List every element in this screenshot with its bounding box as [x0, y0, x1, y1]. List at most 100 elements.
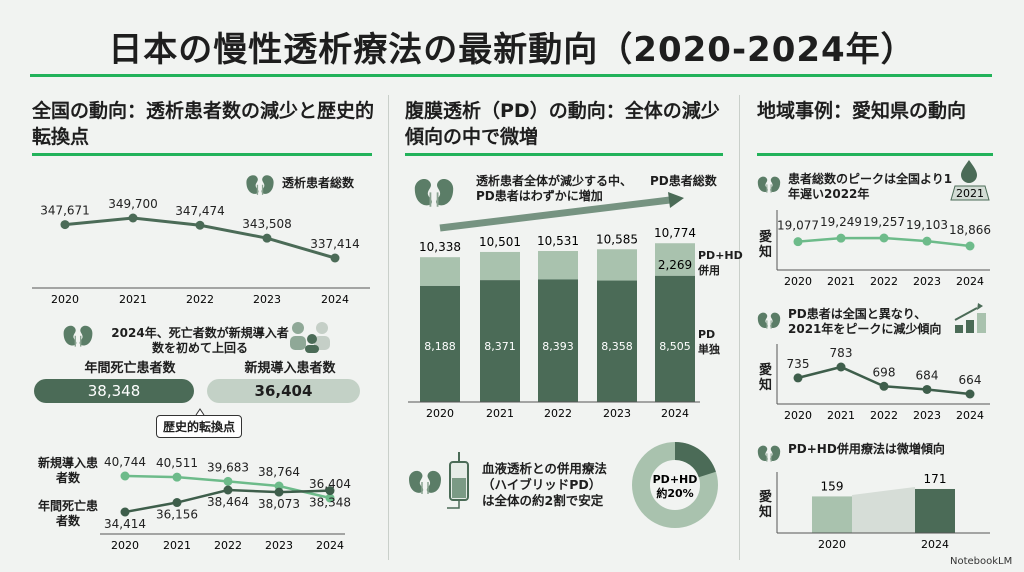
kidney-icon: [757, 176, 781, 194]
data-label: 38,073: [258, 497, 300, 511]
bar-segment-hybrid: [420, 257, 460, 286]
x-tick-label: 2022: [214, 539, 242, 552]
bar-total-label: 10,531: [537, 234, 579, 248]
data-point: [172, 498, 182, 508]
data-label: 19,249: [820, 215, 862, 229]
bar-segment-pd-only: [538, 279, 578, 402]
bar-total-label: 10,501: [479, 235, 521, 249]
bar-pd-only-label: 8,188: [424, 340, 456, 353]
data-label: 337,414: [310, 237, 360, 251]
data-label: 347,474: [175, 204, 225, 218]
data-label: 664: [959, 373, 982, 387]
x-tick-label: 2021: [827, 409, 855, 422]
bar-segment-pd-only: [597, 280, 637, 402]
title-rule: [30, 74, 992, 77]
drop-badge-icon: [950, 160, 990, 201]
x-tick-label: 2023: [265, 539, 293, 552]
column-divider: [388, 95, 389, 560]
x-tick-label: 2020: [784, 275, 812, 288]
bar-segment-hybrid: [480, 251, 520, 281]
data-label: 783: [830, 346, 853, 360]
x-tick-label: 2024: [321, 293, 349, 306]
brand-logo: NotebookLM: [950, 556, 1013, 567]
x-tick-label: 2022: [870, 409, 898, 422]
x-tick-label: 2021: [827, 275, 855, 288]
donut-slice-hybrid: [674, 442, 716, 478]
legend-pd-only: PD単独: [698, 328, 720, 356]
bar: [812, 496, 852, 533]
bar-connector: [852, 487, 915, 533]
data-point: [274, 487, 284, 497]
data-label: 36,156: [156, 508, 198, 522]
data-point: [223, 476, 233, 486]
series-death-label: 年間死亡患者数: [38, 499, 99, 528]
x-tick-label: 2023: [253, 293, 281, 306]
data-point: [120, 507, 130, 517]
right-rule: [757, 153, 993, 156]
kidney-icon: [62, 325, 94, 348]
data-label: 38,348: [309, 496, 351, 510]
data-label: 698: [873, 365, 896, 379]
data-label: 40,744: [104, 455, 146, 469]
bar-segment-hybrid: [597, 249, 637, 281]
x-tick-label: 2020: [111, 539, 139, 552]
new-value-pill: 36,404: [207, 379, 360, 403]
data-label: 343,508: [242, 217, 292, 231]
data-point: [793, 373, 803, 383]
left-heading: 全国の動向：透析患者数の減少と歴史的転換点: [32, 100, 375, 148]
callout-pointer: [195, 408, 205, 416]
data-point: [60, 220, 70, 230]
data-point: [922, 384, 932, 394]
x-tick-label: 2024: [956, 275, 984, 288]
bar-label: 171: [924, 472, 947, 486]
x-tick-label: 2020: [51, 293, 79, 306]
badge-year: 2021: [956, 187, 984, 200]
x-tick-label: 2022: [544, 407, 572, 420]
deaths-label: 年間死亡患者数: [84, 361, 176, 376]
people-icon: [290, 322, 330, 353]
x-tick-label: 2023: [913, 275, 941, 288]
data-point: [325, 493, 335, 503]
data-label: 735: [787, 357, 810, 371]
data-label: 19,077: [777, 219, 819, 233]
data-point: [172, 472, 182, 482]
bar-pd-only-label: 8,371: [484, 340, 516, 353]
aichi-axis-label: 愛知: [759, 363, 773, 393]
x-tick-label: 2023: [913, 409, 941, 422]
data-point: [836, 362, 846, 372]
data-point: [223, 485, 233, 495]
x-tick-label: 2021: [119, 293, 147, 306]
data-label: 19,103: [906, 218, 948, 232]
right-heading: 地域事例：愛知県の動向: [757, 100, 967, 122]
x-tick-label: 2021: [486, 407, 514, 420]
donut-value: 約20%: [656, 486, 693, 500]
data-label: 684: [916, 368, 939, 382]
data-point: [965, 241, 975, 251]
bar-pd-only-label: 8,358: [601, 340, 633, 353]
bar-total-label: 10,585: [596, 232, 638, 246]
x-tick-label: 2020: [818, 538, 846, 551]
data-point: [325, 486, 335, 496]
page-title: 日本の慢性透析療法の最新動向（2020-2024年）: [108, 30, 916, 70]
aichi-axis-label: 愛知: [759, 230, 773, 260]
aichi-sub3: PD+HD併用療法は微増傾向: [788, 442, 945, 456]
data-label: 39,683: [207, 460, 249, 474]
kidney-icon: [413, 178, 455, 208]
data-point: [128, 213, 138, 223]
x-tick-label: 2022: [870, 275, 898, 288]
pd-total-legend: PD患者総数: [650, 174, 717, 188]
bar-segment-pd-only: [480, 280, 520, 402]
historic-note: 2024年、死亡者数が新規導入者数を初めて上回る: [111, 326, 289, 355]
bar-segment-hybrid: [538, 251, 578, 280]
data-point: [262, 233, 272, 243]
total-legend: 透析患者総数: [282, 176, 355, 190]
data-point: [965, 389, 975, 399]
aichi-axis-label: 愛知: [759, 490, 773, 520]
data-point: [793, 237, 803, 247]
x-tick-label: 2024: [921, 538, 949, 551]
deaths-value-pill: 38,348: [34, 379, 194, 403]
x-tick-label: 2023: [603, 407, 631, 420]
series-new-label: 新規導入患者数: [38, 456, 99, 485]
data-label: 19,257: [863, 215, 905, 229]
